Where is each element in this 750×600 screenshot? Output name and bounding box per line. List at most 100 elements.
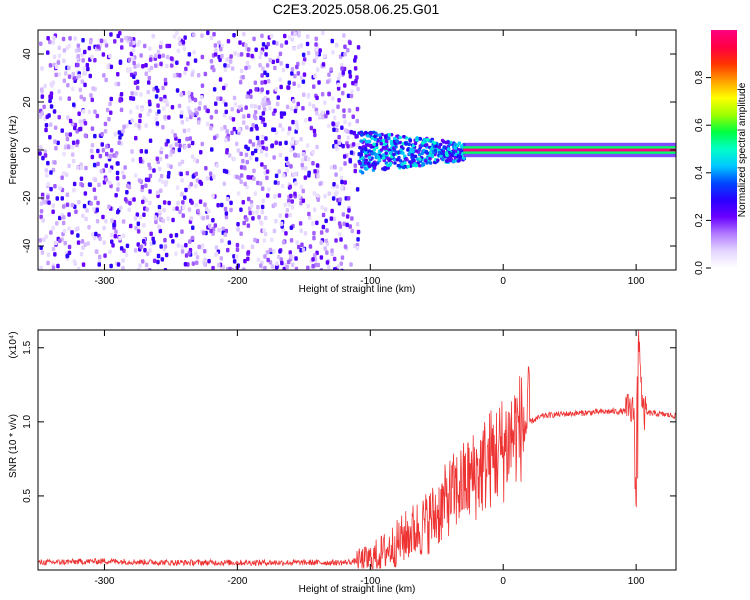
heatmap-cell <box>230 107 234 112</box>
heatmap-cell <box>95 113 100 119</box>
heatmap-cell <box>348 159 353 164</box>
heatmap-cell <box>302 57 307 62</box>
heatmap-cell <box>181 40 186 45</box>
heatmap-cell <box>81 58 85 63</box>
y-tick-label: 0.5 <box>22 489 33 503</box>
heatmap-cell <box>451 150 456 155</box>
heatmap-cell <box>187 185 191 190</box>
heatmap-cell <box>146 112 151 117</box>
heatmap-cell <box>49 170 53 175</box>
heatmap-cell <box>336 86 341 91</box>
heatmap-cell <box>138 118 142 124</box>
heatmap-cell <box>301 61 305 66</box>
heatmap-cell <box>178 73 182 78</box>
heatmap-cell <box>331 108 335 114</box>
heatmap-cell <box>156 259 160 265</box>
heatmap-cell <box>381 156 386 160</box>
colorbar-tick-label: 0.4 <box>694 165 705 179</box>
heatmap-cell <box>341 212 346 217</box>
heatmap-cell <box>146 177 151 183</box>
heatmap-cell <box>312 103 316 109</box>
heatmap-cell <box>302 92 306 97</box>
heatmap-cell <box>120 45 124 50</box>
heatmap-cell <box>218 77 223 82</box>
heatmap-cell <box>254 157 259 162</box>
heatmap-cell <box>279 43 284 48</box>
heatmap-cell <box>187 109 192 114</box>
heatmap-cell <box>76 62 80 68</box>
heatmap-cell <box>289 225 294 230</box>
heatmap-cell <box>279 257 284 262</box>
heatmap-cell <box>262 103 266 108</box>
heatmap-cell <box>282 266 286 270</box>
heatmap-cell <box>180 192 184 197</box>
heatmap-cell <box>278 152 283 158</box>
heatmap-cell <box>83 82 87 88</box>
heatmap-cell <box>157 204 162 210</box>
x-tick-label: 0 <box>500 576 506 587</box>
heatmap-cell <box>190 140 195 146</box>
heatmap-cell <box>152 240 156 245</box>
heatmap-cell <box>121 266 125 270</box>
heatmap-cell <box>456 159 461 163</box>
heatmap-cell <box>138 113 142 118</box>
heatmap-cell <box>232 259 237 264</box>
heatmap-cell <box>349 129 353 135</box>
heatmap-cell <box>98 153 103 159</box>
heatmap-cell <box>347 108 352 113</box>
y-tick-label: 20 <box>22 96 33 108</box>
heatmap-cell <box>81 109 86 114</box>
heatmap-cell <box>372 142 376 146</box>
heatmap-cell <box>167 43 172 49</box>
heatmap-cell <box>209 35 214 41</box>
heatmap-cell <box>51 40 56 45</box>
heatmap-cell <box>223 67 228 73</box>
heatmap-cell <box>211 218 215 223</box>
heatmap-cell <box>279 114 284 119</box>
heatmap-cell <box>180 249 185 254</box>
heatmap-cell <box>334 144 338 149</box>
heatmap-cell <box>157 54 162 59</box>
heatmap-cell <box>194 251 198 256</box>
heatmap-cell <box>79 165 84 171</box>
heatmap-cell <box>55 196 59 201</box>
heatmap-cell <box>386 156 390 161</box>
heatmap-cell <box>316 197 320 202</box>
heatmap-cell <box>355 246 360 251</box>
heatmap-cell <box>213 43 218 48</box>
heatmap-cell <box>273 202 277 207</box>
heatmap-cell <box>260 204 265 210</box>
heatmap-cell <box>210 147 214 152</box>
heatmap-cell <box>183 70 187 76</box>
heatmap-cell <box>239 173 244 178</box>
heatmap-cell <box>156 88 160 93</box>
heatmap-cell <box>182 205 186 210</box>
heatmap-cell <box>90 143 95 148</box>
heatmap-cell <box>156 253 161 259</box>
heatmap-cell <box>116 182 120 187</box>
heatmap-cell <box>165 54 170 60</box>
heatmap-cell <box>266 193 270 198</box>
heatmap-cell <box>79 123 84 128</box>
heatmap-cell <box>108 101 112 107</box>
heatmap-cell <box>122 124 126 130</box>
heatmap-cell <box>429 153 434 158</box>
heatmap-cell <box>331 50 335 55</box>
heatmap-cell <box>261 111 266 116</box>
heatmap-cell <box>110 218 114 223</box>
heatmap-cell <box>249 200 254 205</box>
colorbar-tick-label: 0.2 <box>694 213 705 227</box>
heatmap-cell <box>398 159 403 163</box>
heatmap-cell <box>46 195 50 200</box>
colorbar-tick-label: 0.8 <box>694 70 705 84</box>
heatmap-cell <box>338 232 342 237</box>
heatmap-cell <box>144 262 149 268</box>
heatmap-cell <box>111 243 115 248</box>
heatmap-cell <box>141 199 145 205</box>
heatmap-cell <box>408 138 412 142</box>
heatmap-cell <box>211 265 215 270</box>
heatmap-cell <box>248 139 252 144</box>
heatmap-cell <box>418 157 422 161</box>
heatmap-cell <box>68 132 73 137</box>
heatmap-cell <box>45 173 49 178</box>
